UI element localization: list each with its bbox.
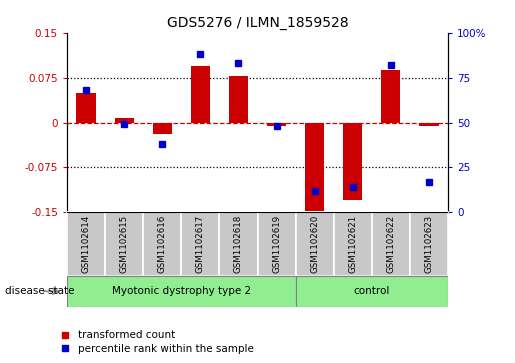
Text: GSM1102620: GSM1102620 — [310, 215, 319, 273]
Bar — [219, 212, 258, 276]
Bar — [229, 76, 248, 123]
Bar — [419, 123, 439, 126]
Bar — [344, 123, 363, 200]
Bar — [334, 212, 372, 276]
Title: GDS5276 / ILMN_1859528: GDS5276 / ILMN_1859528 — [167, 16, 348, 30]
Text: GSM1102618: GSM1102618 — [234, 215, 243, 273]
Bar — [114, 118, 134, 123]
Text: disease state: disease state — [5, 286, 75, 296]
Bar — [372, 212, 410, 276]
Bar — [153, 123, 172, 135]
Bar — [410, 212, 448, 276]
Bar — [296, 212, 334, 276]
Text: GSM1102614: GSM1102614 — [81, 215, 91, 273]
Bar — [76, 93, 96, 123]
Text: GSM1102621: GSM1102621 — [348, 215, 357, 273]
Bar — [191, 66, 210, 123]
Text: GSM1102617: GSM1102617 — [196, 215, 205, 273]
Bar — [67, 212, 105, 276]
Text: control: control — [354, 286, 390, 296]
Bar — [181, 212, 219, 276]
Legend: transformed count, percentile rank within the sample: transformed count, percentile rank withi… — [57, 326, 258, 358]
Bar — [67, 276, 296, 307]
Text: GSM1102622: GSM1102622 — [386, 215, 396, 273]
Bar — [143, 212, 181, 276]
Text: GSM1102623: GSM1102623 — [424, 215, 434, 273]
Bar — [296, 276, 448, 307]
Text: GSM1102615: GSM1102615 — [119, 215, 129, 273]
Bar — [382, 70, 401, 123]
Text: GSM1102616: GSM1102616 — [158, 215, 167, 273]
Bar — [105, 212, 143, 276]
Text: GSM1102619: GSM1102619 — [272, 215, 281, 273]
Bar — [305, 123, 324, 211]
Bar — [267, 123, 286, 126]
Bar — [258, 212, 296, 276]
Text: Myotonic dystrophy type 2: Myotonic dystrophy type 2 — [112, 286, 251, 296]
